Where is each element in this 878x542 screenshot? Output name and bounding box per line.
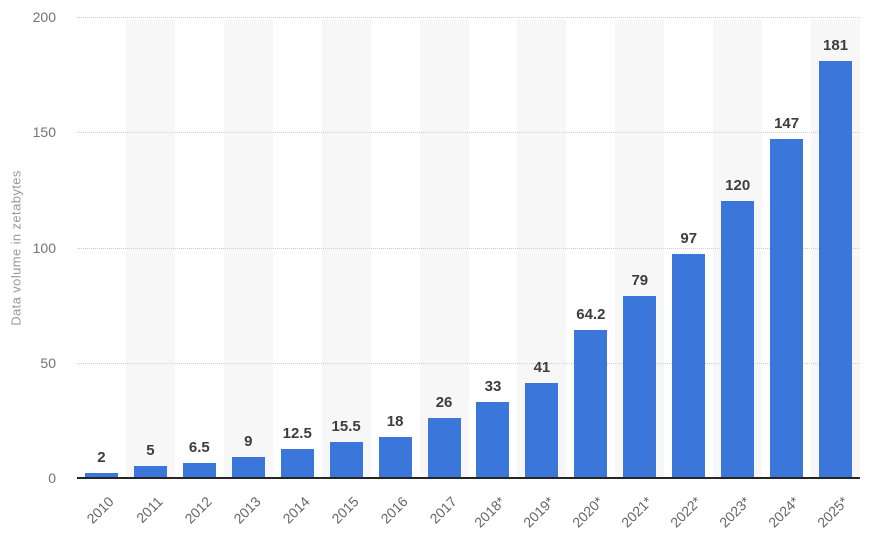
background-stripe xyxy=(321,19,371,478)
bar[interactable] xyxy=(623,295,657,478)
x-tick-label: 2020* xyxy=(569,493,607,531)
bar-value-label: 18 xyxy=(386,412,404,430)
x-tick-label: 2013 xyxy=(230,493,264,527)
bar-value-label: 5 xyxy=(146,442,155,460)
x-tick-label: 2010 xyxy=(83,493,118,527)
background-stripe xyxy=(223,19,273,478)
bar[interactable] xyxy=(476,401,510,478)
y-tick-label: 50 xyxy=(40,354,56,371)
background-stripe xyxy=(125,19,175,478)
bar-value-label: 15.5 xyxy=(331,418,361,436)
bar[interactable] xyxy=(84,473,118,478)
bar-value-label: 26 xyxy=(435,394,453,412)
x-tick-label: 2023* xyxy=(716,493,754,531)
x-tick-label: 2025* xyxy=(813,493,852,531)
y-tick-label: 0 xyxy=(48,470,56,486)
gridline xyxy=(77,362,860,364)
background-stripe xyxy=(419,19,469,478)
gridline xyxy=(77,132,860,134)
bar-value-label: 41 xyxy=(533,359,551,377)
bar[interactable] xyxy=(427,418,461,478)
bar[interactable] xyxy=(672,254,706,478)
x-tick-label: 2011 xyxy=(133,493,167,526)
x-tick-label: 2016 xyxy=(377,493,411,527)
bar-value-label: 6.5 xyxy=(188,439,210,457)
bar[interactable] xyxy=(378,436,412,478)
bar[interactable] xyxy=(231,457,265,478)
x-tick-label: 2024* xyxy=(765,493,803,531)
x-tick-label: 2021* xyxy=(618,493,656,531)
x-tick-label: 2017 xyxy=(426,493,460,527)
bar[interactable] xyxy=(525,383,559,478)
x-tick-label: 2019* xyxy=(520,493,558,531)
x-tick-label: 2022* xyxy=(667,493,705,531)
bar[interactable] xyxy=(721,201,755,478)
x-tick-label: 2018* xyxy=(471,493,509,531)
bar-value-label: 12.5 xyxy=(282,425,312,443)
bar-value-label: 79 xyxy=(631,271,649,289)
bar[interactable] xyxy=(280,449,314,478)
bar-value-label: 33 xyxy=(484,377,502,395)
y-tick-label: 200 xyxy=(32,9,56,25)
bar[interactable] xyxy=(182,463,216,478)
bar-value-label: 147 xyxy=(774,115,800,133)
x-tick-label: 2012 xyxy=(181,493,215,527)
bar-value-label: 97 xyxy=(680,230,698,248)
x-tick-label: 2014 xyxy=(279,493,313,527)
x-axis-line xyxy=(77,477,860,479)
gridline xyxy=(77,17,860,18)
y-tick-label: 150 xyxy=(32,124,56,141)
bar-value-label: 120 xyxy=(725,177,751,195)
bar-value-label: 181 xyxy=(823,36,849,54)
bar[interactable] xyxy=(574,330,608,478)
bar[interactable] xyxy=(329,442,363,478)
bar-value-label: 9 xyxy=(244,433,253,451)
bar[interactable] xyxy=(819,60,853,478)
x-tick-label: 2015 xyxy=(328,493,362,527)
bar[interactable] xyxy=(770,139,804,478)
bar-value-label: 64.2 xyxy=(576,306,606,324)
bar-value-label: 2 xyxy=(97,449,106,467)
y-tick-label: 100 xyxy=(32,239,56,256)
bar[interactable] xyxy=(133,466,167,478)
gridline xyxy=(77,247,860,249)
